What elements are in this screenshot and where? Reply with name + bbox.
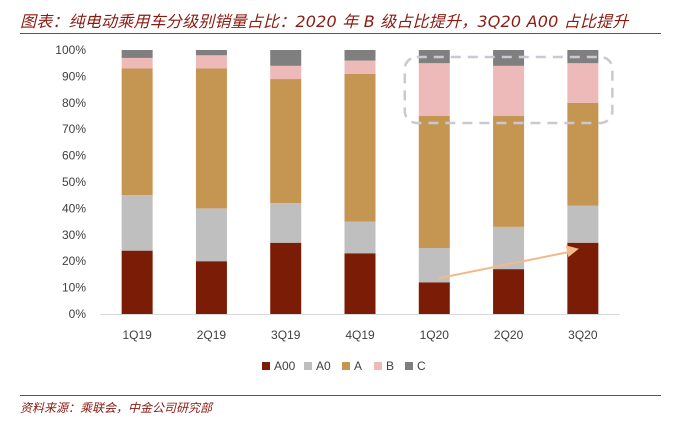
bar-segment-a0-3q19 — [270, 203, 302, 243]
bar-segment-a0-2q19 — [195, 208, 227, 262]
y-axis: 0% 10% 20% 30% 40% 50% 60% 70% 80% 90% 100% — [55, 43, 620, 321]
bar-segment-b-1q19 — [121, 57, 153, 69]
bar-segment-a-2q19 — [195, 68, 227, 209]
y-tick-label: 50% — [62, 175, 86, 189]
bar-segment-a-3q20 — [567, 102, 599, 206]
bar-segment-a-4q19 — [344, 73, 376, 222]
x-tick-label: 4Q19 — [345, 328, 375, 342]
title-divider — [20, 33, 661, 34]
x-tick-label: 1Q19 — [122, 328, 152, 342]
chart-title: 图表：纯电动乘用车分级别销量占比：2020 年 B 级占比提升，3Q20 A00… — [20, 12, 629, 31]
bar-segment-a0-3q20 — [567, 205, 599, 243]
bar-segment-a-3q19 — [270, 79, 302, 204]
y-tick-label: 20% — [62, 254, 86, 268]
legend-swatch-a00 — [262, 362, 270, 370]
bar-segment-c-3q20 — [567, 50, 599, 64]
x-axis: 1Q19 2Q19 3Q19 4Q19 1Q20 2Q20 3Q20 — [122, 328, 597, 342]
source-divider — [20, 395, 661, 396]
x-tick-label: 2Q19 — [197, 328, 227, 342]
x-tick-label: 3Q19 — [271, 328, 301, 342]
bar-segment-a-1q20 — [418, 116, 450, 248]
y-tick-label: 90% — [62, 69, 86, 83]
bar-segment-b-3q20 — [567, 63, 599, 103]
highlight-box — [403, 55, 614, 125]
y-tick-label: 30% — [62, 228, 86, 242]
bar-segment-b-2q19 — [195, 55, 227, 69]
bar-segment-b-2q20 — [493, 65, 525, 116]
y-tick-label: 40% — [62, 201, 86, 215]
legend-swatch-c — [405, 362, 413, 370]
trend-arrow-head — [565, 245, 579, 258]
bar-segment-a0-4q19 — [344, 221, 376, 254]
y-tick-label: 60% — [62, 149, 86, 163]
bar-segment-a00-3q19 — [270, 242, 302, 314]
bar-segment-a00-3q20 — [567, 242, 599, 314]
legend-label-a00: A00 — [274, 359, 296, 373]
legend-swatch-b — [374, 362, 382, 370]
legend-label-a: A — [354, 359, 362, 373]
bar-segment-c-1q19 — [121, 50, 153, 58]
trend-arrow-line — [438, 251, 570, 280]
legend-swatch-a — [342, 362, 350, 370]
bar-segment-a-1q19 — [121, 68, 153, 196]
y-tick-label: 80% — [62, 96, 86, 110]
bar-segment-a00-4q19 — [344, 253, 376, 314]
bar-segment-b-1q20 — [418, 63, 450, 116]
bar-segment-a0-1q19 — [121, 195, 153, 251]
bar-segment-c-3q19 — [270, 50, 302, 66]
source-note: 资料来源：乘联会，中金公司研究部 — [20, 401, 213, 415]
legend: A00 A0 A B C — [262, 359, 426, 373]
legend-label-b: B — [386, 359, 394, 373]
x-tick-label: 1Q20 — [420, 328, 450, 342]
bar-segment-a-2q20 — [493, 116, 525, 227]
bar-segment-b-3q19 — [270, 65, 302, 80]
bar-segment-a00-1q20 — [418, 282, 450, 314]
bar-segment-c-2q19 — [195, 50, 227, 56]
y-tick-label: 0% — [69, 307, 87, 321]
y-tick-label: 100% — [55, 43, 86, 57]
bar-segment-a00-2q19 — [195, 261, 227, 314]
bar-segment-c-4q19 — [344, 50, 376, 61]
bars — [121, 50, 599, 314]
bar-segment-b-4q19 — [344, 60, 376, 74]
bar-segment-a00-2q20 — [493, 269, 525, 314]
legend-swatch-a0 — [304, 362, 312, 370]
x-tick-label: 2Q20 — [494, 328, 524, 342]
x-tick-label: 3Q20 — [568, 328, 598, 342]
annotations — [403, 55, 614, 280]
y-tick-label: 10% — [62, 281, 86, 295]
legend-label-a0: A0 — [316, 359, 331, 373]
legend-label-c: C — [417, 359, 426, 373]
y-tick-label: 70% — [62, 122, 86, 136]
bar-segment-a00-1q19 — [121, 250, 153, 314]
